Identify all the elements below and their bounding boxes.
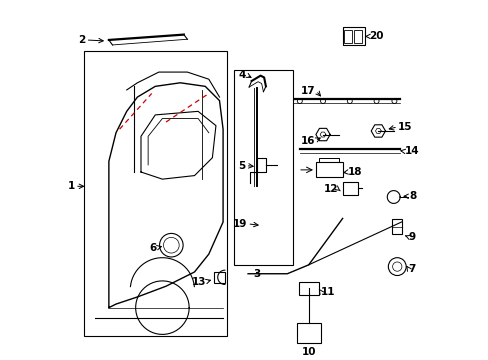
Bar [214,272,224,283]
Bar [342,182,357,195]
Bar [297,323,320,343]
Text: 14: 14 [404,146,418,156]
Text: 1: 1 [67,181,75,191]
Text: 18: 18 [347,167,362,177]
Text: 11: 11 [321,287,335,297]
Text: 10: 10 [301,347,315,357]
Text: 19: 19 [232,219,247,229]
Bar [342,27,364,45]
Bar [233,70,292,265]
Text: 13: 13 [191,276,205,287]
Text: 9: 9 [408,232,415,242]
Bar [344,30,351,43]
Text: 2: 2 [78,35,85,45]
Text: 5: 5 [238,161,245,171]
Bar [391,219,402,234]
Text: 12: 12 [323,184,337,194]
Text: 17: 17 [301,86,315,96]
Bar [298,282,318,295]
Text: 6: 6 [149,243,157,253]
Text: 4: 4 [239,70,246,80]
Text: 3: 3 [253,269,261,279]
Text: 7: 7 [408,264,415,274]
Text: 20: 20 [368,31,383,41]
Bar [315,162,342,177]
Bar [354,30,362,43]
Text: 15: 15 [397,122,412,132]
Bar [84,51,226,336]
Text: 8: 8 [408,191,416,201]
Text: 16: 16 [300,136,314,145]
